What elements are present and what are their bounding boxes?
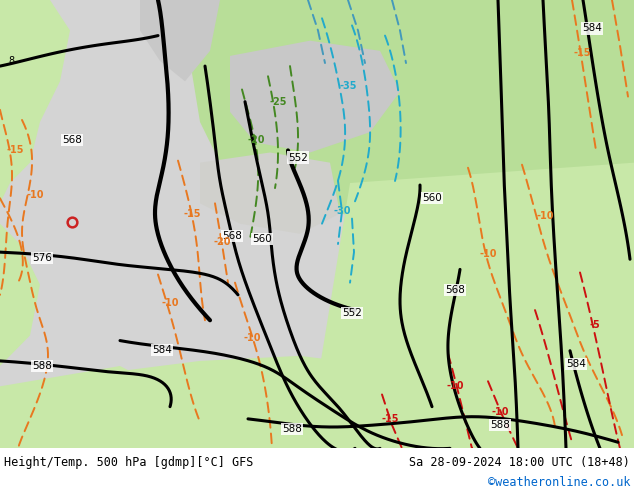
Text: 8: 8 xyxy=(8,56,14,66)
Text: 560: 560 xyxy=(422,193,442,203)
Text: -10: -10 xyxy=(536,211,553,220)
Text: -20: -20 xyxy=(213,237,231,247)
Text: 576: 576 xyxy=(32,253,52,263)
Polygon shape xyxy=(180,0,634,223)
Polygon shape xyxy=(0,356,634,448)
Polygon shape xyxy=(230,41,400,152)
Text: -10: -10 xyxy=(161,298,179,308)
Polygon shape xyxy=(200,152,340,234)
Text: 588: 588 xyxy=(32,361,52,371)
Text: -25: -25 xyxy=(269,97,287,107)
Polygon shape xyxy=(140,0,220,81)
Text: 568: 568 xyxy=(222,231,242,241)
Text: 584: 584 xyxy=(582,24,602,33)
Polygon shape xyxy=(0,0,70,203)
Text: -15: -15 xyxy=(573,48,591,58)
Text: -10: -10 xyxy=(479,249,497,259)
Text: -5: -5 xyxy=(590,320,600,330)
Text: -15: -15 xyxy=(183,209,201,219)
Text: 552: 552 xyxy=(342,308,362,318)
Text: -20: -20 xyxy=(247,135,265,146)
Text: Sa 28-09-2024 18:00 UTC (18+48): Sa 28-09-2024 18:00 UTC (18+48) xyxy=(409,456,630,469)
Text: -10: -10 xyxy=(243,333,261,343)
Polygon shape xyxy=(320,163,634,437)
Text: 584: 584 xyxy=(566,359,586,369)
Text: -15: -15 xyxy=(6,146,23,155)
Text: 560: 560 xyxy=(252,234,272,244)
Text: -10: -10 xyxy=(446,381,463,392)
Text: Height/Temp. 500 hPa [gdmp][°C] GFS: Height/Temp. 500 hPa [gdmp][°C] GFS xyxy=(4,456,254,469)
Polygon shape xyxy=(0,366,160,448)
Text: ©weatheronline.co.uk: ©weatheronline.co.uk xyxy=(488,476,630,489)
Text: -30: -30 xyxy=(333,206,351,217)
Text: -10: -10 xyxy=(491,407,508,417)
Text: -15: -15 xyxy=(381,414,399,424)
Text: 552: 552 xyxy=(288,152,308,163)
Text: 584: 584 xyxy=(152,345,172,355)
Text: -35: -35 xyxy=(339,81,357,92)
Text: -10: -10 xyxy=(26,190,44,200)
Text: 568: 568 xyxy=(445,285,465,295)
Text: 588: 588 xyxy=(490,420,510,430)
Text: 568: 568 xyxy=(62,135,82,146)
Polygon shape xyxy=(0,223,40,366)
Text: 588: 588 xyxy=(282,424,302,434)
